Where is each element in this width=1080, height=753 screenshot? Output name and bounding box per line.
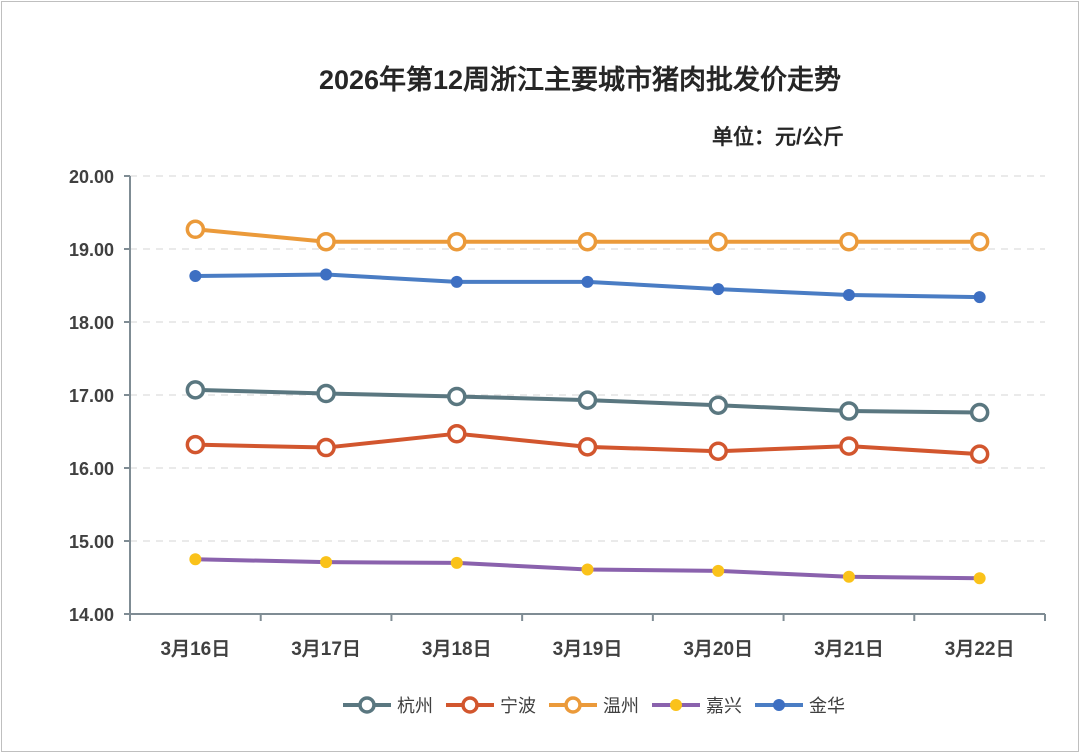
legend-marker [670,699,682,711]
data-point [973,572,986,585]
y-tick-label: 17.00 [69,386,114,406]
chart-title: 2026年第12周浙江主要城市猪肉批发价走势 [318,65,842,95]
data-point [189,553,202,566]
legend-item: 温州 [549,696,639,716]
y-tick-label: 20.00 [69,167,114,187]
y-tick-label: 15.00 [69,532,114,552]
gridlines [130,175,1045,542]
data-point [969,231,990,252]
x-tick-label: 3月17日 [291,639,361,660]
data-point [450,556,463,569]
series-温州 [185,219,990,252]
data-point [712,564,725,577]
legend-item: 金华 [755,696,845,716]
y-tick-label: 16.00 [69,459,114,479]
series-杭州 [185,380,990,423]
data-point [969,444,990,464]
data-point [577,231,598,252]
legend-item: 宁波 [446,696,536,716]
data-point [316,383,336,404]
data-point [708,395,728,415]
data-point [577,390,598,410]
data-point [447,423,467,444]
y-tick-label: 18.00 [69,313,114,333]
data-point [969,402,990,423]
data-point [185,434,206,455]
data-point [316,437,336,458]
data-point [316,231,336,252]
series-宁波 [185,423,990,464]
data-point [712,283,725,296]
y-tick-label: 14.00 [69,605,114,625]
data-point [320,268,333,281]
data-point [447,231,467,252]
legend-label: 宁波 [500,696,536,716]
data-point [577,437,598,457]
legend-label: 金华 [809,696,845,716]
x-tick-label: 3月18日 [422,639,492,660]
legend-label: 嘉兴 [706,696,742,716]
axes: 14.00 15.00 16.00 17.00 18.00 19.00 20.00 3月16日… [69,167,1046,660]
data-point [581,275,594,288]
x-tick-label: 3月19日 [553,639,623,660]
x-tick-label: 3月16日 [161,639,231,660]
data-point [708,231,728,252]
data-point [320,556,333,569]
legend-item: 嘉兴 [652,696,742,716]
series-嘉兴 [189,553,986,585]
data-point [450,275,463,288]
x-tick-label: 3月21日 [814,639,884,660]
legend-marker [773,699,785,711]
unit-label: 单位：元/公斤 [712,126,844,149]
x-tick-label: 3月22日 [945,639,1015,660]
legend-marker [461,696,479,714]
data-point [839,231,859,252]
legend-label: 杭州 [397,696,433,716]
legend-item: 杭州 [343,696,433,716]
legend: 杭州 宁波 温州 嘉兴 金华 [343,696,845,716]
legend-label: 温州 [603,696,639,716]
legend-marker [358,696,376,714]
data-point [185,380,206,400]
data-point [189,270,202,283]
data-point [447,386,467,407]
x-tick-label: 3月20日 [683,639,753,660]
data-point [839,401,859,421]
data-point [973,291,986,304]
data-point [708,441,728,461]
data-point [839,436,859,456]
data-point [842,570,855,583]
data-point [581,563,594,576]
legend-marker [564,696,582,714]
data-point [185,219,206,240]
series-金华 [189,268,986,304]
series-lines [185,219,990,585]
y-tick-label: 19.00 [69,240,114,260]
data-point [842,288,855,301]
